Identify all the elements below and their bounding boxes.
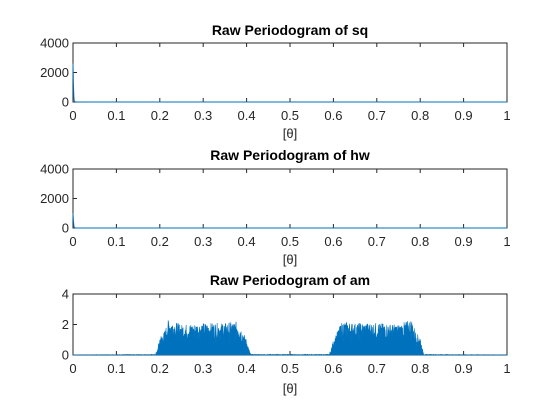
subplot-sq-xticks: 0 0.1 0.2 0.3 0.4 0.5 0.6 0.7 0.8 0.9 1 [69,43,511,123]
subplot-am-xtick-label: 0.8 [411,361,429,376]
subplot-sq-xlabel: [θ] [283,126,297,141]
subplot-am-xtick-label: 0.9 [455,361,473,376]
subplot-hw-xtick-label: 0.1 [107,234,125,249]
subplot-am-ytick-label: 2 [62,317,69,332]
subplot-hw-title: Raw Periodogram of hw [210,147,370,163]
subplot-hw-ytick-label: 2000 [40,191,69,206]
subplot-am-xtick-label: 0.5 [281,361,299,376]
subplot-hw: Raw Periodogram of hw 0 0.1 0.2 0.3 0.4 0.5 0.… [40,147,511,267]
subplot-hw-xticks: 0 0.1 0.2 0.3 0.4 0.5 0.6 0.7 0.8 0.9 1 [69,169,511,249]
subplot-sq-xtick-label: 0.6 [324,108,342,123]
subplot-hw-series-line [72,213,507,229]
subplot-am-xticks: 0 0.1 0.2 0.3 0.4 0.5 0.6 0.7 0.8 0.9 1 [69,294,511,376]
subplot-hw-xlabel: [θ] [283,252,297,267]
subplot-hw-xtick-label: 0.4 [238,234,256,249]
subplot-am-series-area [72,320,508,356]
subplot-sq-xtick-label: 0 [69,108,76,123]
subplot-am-xlabel: [θ] [283,381,297,396]
subplot-sq-xtick-label: 0.8 [411,108,429,123]
subplot-sq-xtick-label: 1 [503,108,510,123]
subplot-am-title: Raw Periodogram of am [210,272,370,288]
subplot-sq-xtick-label: 0.1 [107,108,125,123]
subplot-am-xtick-label: 0.4 [238,361,256,376]
subplot-hw-axes [72,168,508,229]
subplot-hw-xtick-label: 0.6 [324,234,342,249]
subplot-sq-ytick-label: 0 [62,95,69,110]
subplot-sq-title: Raw Periodogram of sq [212,22,368,38]
subplot-am-xtick-label: 0 [69,361,76,376]
subplot-am-xtick-label: 0.1 [107,361,125,376]
subplot-sq-xtick-label: 0.5 [281,108,299,123]
subplot-hw-xtick-label: 0.8 [411,234,429,249]
subplot-sq-axes [72,42,508,103]
subplot-sq-ytick-label: 4000 [40,36,69,51]
subplot-am-xtick-label: 0.6 [324,361,342,376]
subplot-sq-xtick-label: 0.4 [238,108,256,123]
subplot-hw-xtick-label: 0.7 [368,234,386,249]
subplot-sq: Raw Periodogram of sq 0 0.1 0.2 0.3 0.4 0.5 0.… [40,22,511,141]
subplot-sq-xtick-label: 0.7 [368,108,386,123]
subplot-hw-xtick-label: 0.2 [151,234,169,249]
subplot-am-xtick-label: 0.3 [194,361,212,376]
subplot-sq-xtick-label: 0.9 [455,108,473,123]
subplot-am-xtick-label: 1 [503,361,510,376]
subplot-sq-series-line [72,63,507,103]
subplot-am-ytick-label: 0 [62,348,69,363]
subplot-am-axes [72,293,508,356]
subplot-sq-yticks: 0 2000 4000 [40,36,77,110]
subplot-hw-xtick-label: 0.9 [455,234,473,249]
subplot-am: Raw Periodogram of am 0 0.1 0.2 0.3 0.4 0.5 0.… [62,272,511,396]
subplot-hw-ytick-label: 0 [62,221,69,236]
subplot-hw-xtick-label: 0.5 [281,234,299,249]
subplot-hw-yticks: 0 2000 4000 [40,162,77,236]
subplot-sq-xtick-label: 0.3 [194,108,212,123]
subplot-hw-xtick-label: 0.3 [194,234,212,249]
subplot-hw-xtick-label: 0 [69,234,76,249]
subplot-am-ytick-label: 4 [62,287,69,302]
subplot-hw-xtick-label: 1 [503,234,510,249]
subplot-am-xtick-label: 0.7 [368,361,386,376]
subplot-sq-xtick-label: 0.2 [151,108,169,123]
subplot-hw-ytick-label: 4000 [40,162,69,177]
subplot-sq-ytick-label: 2000 [40,65,69,80]
subplot-am-xtick-label: 0.2 [151,361,169,376]
